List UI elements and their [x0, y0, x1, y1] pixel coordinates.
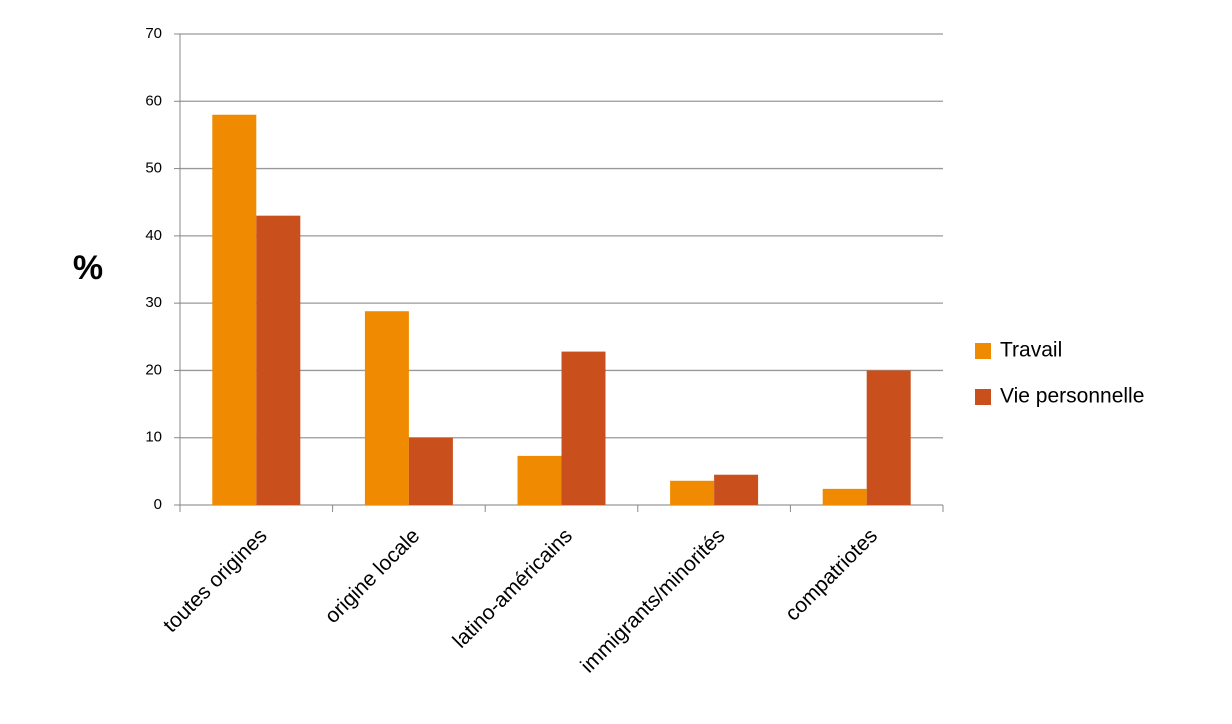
- x-tick-label: latino-américains: [448, 524, 577, 653]
- x-tick-label: toutes origines: [159, 524, 272, 637]
- y-tick-label: 30: [145, 294, 162, 311]
- legend-label: Vie personnelle: [1000, 385, 1144, 408]
- y-tick-label: 0: [154, 496, 162, 513]
- x-tick-label: immigrants/minorités: [576, 524, 729, 677]
- y-tick-label: 40: [145, 227, 162, 244]
- bar: [670, 480, 715, 505]
- y-tick-label: 50: [145, 160, 162, 177]
- y-tick-label: 60: [145, 92, 162, 109]
- bar: [364, 311, 409, 505]
- x-tick-label: compatriotes: [781, 524, 882, 625]
- bar: [256, 215, 301, 505]
- bar: [561, 351, 606, 505]
- y-tick-label: 70: [145, 25, 162, 42]
- legend-label: Travail: [1000, 339, 1062, 362]
- bar: [822, 488, 867, 505]
- y-axis-label: %: [73, 249, 103, 287]
- bar: [408, 437, 453, 505]
- legend-swatch: [975, 389, 991, 405]
- y-tick-label: 10: [145, 429, 162, 446]
- bar: [714, 474, 759, 505]
- bar: [212, 114, 257, 505]
- x-tick-label: origine locale: [321, 524, 425, 628]
- y-tick-label: 20: [145, 361, 162, 378]
- bar: [517, 455, 562, 505]
- bar: [866, 370, 911, 505]
- legend-swatch: [975, 343, 991, 359]
